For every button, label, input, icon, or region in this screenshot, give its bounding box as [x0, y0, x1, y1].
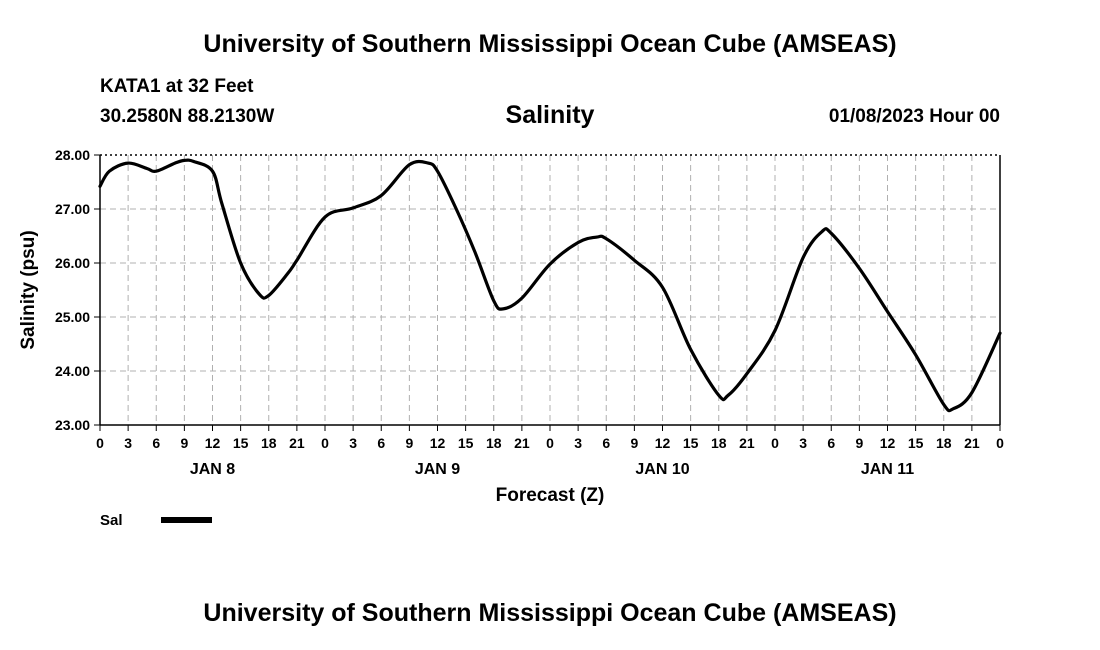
legend-label: Sal	[100, 512, 123, 529]
x-tick-label: 3	[124, 435, 132, 451]
y-tick-label: 26.00	[55, 255, 90, 271]
y-tick-label: 24.00	[55, 363, 90, 379]
x-tick-label: 21	[964, 435, 980, 451]
x-tick-label: 0	[96, 435, 104, 451]
station-label: KATA1 at 32 Feet	[100, 76, 254, 97]
x-tick-label: 3	[574, 435, 582, 451]
y-tick-label: 23.00	[55, 417, 90, 433]
x-tick-label: 15	[233, 435, 249, 451]
x-tick-label: 12	[205, 435, 221, 451]
x-tick-label: 15	[458, 435, 474, 451]
x-tick-label: 12	[655, 435, 671, 451]
main-title: University of Southern Mississippi Ocean…	[203, 30, 897, 58]
chart-axes	[94, 154, 1001, 431]
x-tick-label: 18	[711, 435, 727, 451]
x-tick-label: 0	[996, 435, 1004, 451]
x-tick-label: 15	[683, 435, 699, 451]
day-label: JAN 8	[190, 461, 235, 478]
coordinates-label: 30.2580N 88.2130W	[100, 106, 275, 127]
y-tick-label: 28.00	[55, 147, 90, 163]
x-tick-label: 9	[855, 435, 863, 451]
x-tick-label: 21	[289, 435, 305, 451]
y-axis-title: Salinity (psu)	[18, 230, 39, 349]
y-tick-label: 25.00	[55, 309, 90, 325]
x-tick-label: 15	[908, 435, 924, 451]
x-tick-label: 9	[405, 435, 413, 451]
chart-title: Salinity	[505, 101, 595, 129]
x-tick-label: 3	[799, 435, 807, 451]
x-tick-label: 9	[180, 435, 188, 451]
y-tick-label: 27.00	[55, 201, 90, 217]
x-tick-label: 12	[430, 435, 446, 451]
x-tick-label: 3	[349, 435, 357, 451]
x-tick-label: 21	[514, 435, 530, 451]
day-label: JAN 9	[415, 461, 460, 478]
day-label: JAN 11	[861, 461, 914, 478]
series-line-sal	[98, 158, 1002, 413]
x-tick-label: 0	[771, 435, 779, 451]
x-tick-label: 21	[739, 435, 755, 451]
x-tick-label: 18	[936, 435, 952, 451]
axis-labels: 0 3 6 9 12 15 18 21 0 3 6 9 12 15 18 21 0 3 6 9 12 15 18 21 0 3 6 9…	[18, 147, 1004, 506]
grid-lines	[100, 155, 1000, 425]
x-tick-label: 9	[630, 435, 638, 451]
x-tick-label: 18	[261, 435, 277, 451]
x-tick-label: 6	[827, 435, 835, 451]
x-axis-title: Forecast (Z)	[496, 485, 605, 506]
x-tick-label: 6	[377, 435, 385, 451]
footer-title: University of Southern Mississippi Ocean…	[203, 599, 897, 627]
chart-legend: Sal	[100, 512, 212, 529]
x-tick-label: 6	[152, 435, 160, 451]
day-label: JAN 10	[635, 461, 689, 478]
series-layer	[98, 158, 1002, 413]
x-tick-label: 0	[321, 435, 329, 451]
x-tick-label: 18	[486, 435, 502, 451]
forecast-datetime: 01/08/2023 Hour 00	[828, 106, 1000, 127]
x-tick-label: 6	[602, 435, 610, 451]
x-tick-label: 12	[880, 435, 896, 451]
x-tick-label: 0	[546, 435, 554, 451]
